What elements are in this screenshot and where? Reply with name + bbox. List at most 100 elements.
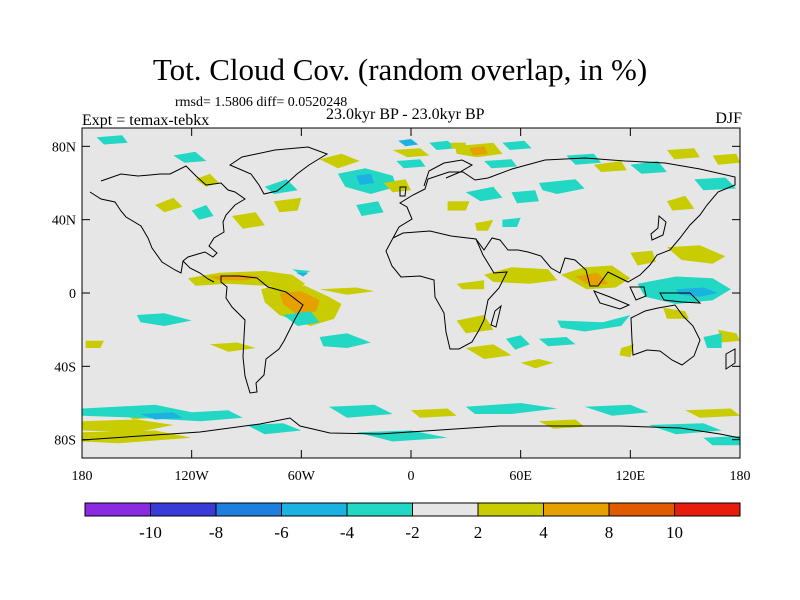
coastlines: [82, 146, 740, 441]
anomaly-region-60: [666, 148, 700, 160]
anomaly-region-8: [319, 333, 371, 348]
anomaly-region-17: [506, 335, 530, 350]
colorbar-label-6: 4: [539, 523, 548, 542]
anomaly-region-39: [356, 201, 384, 216]
anomaly-region-30: [155, 197, 183, 213]
anomaly-region-48: [469, 146, 488, 156]
x-tick-label-5: 120E: [616, 469, 646, 484]
colorbar-box-4: [346, 502, 413, 517]
anomaly-region-77: [584, 404, 649, 416]
anomaly-region-16: [465, 344, 512, 359]
anomaly-region-55: [566, 153, 602, 165]
y-tick-label-2: 0: [69, 287, 76, 302]
colorbar-box-2: [215, 502, 282, 517]
anomaly-region-69: [82, 419, 174, 433]
colorbar-label-5: 2: [474, 523, 483, 542]
colorbar-box-3: [281, 502, 348, 517]
coastline-indonesia: [592, 286, 702, 310]
anomaly-region-72: [328, 404, 393, 418]
y-axis: 80N 40N 0 40S 80S: [52, 140, 740, 449]
anomaly-fills: [82, 135, 740, 446]
anomaly-region-5: [209, 342, 256, 352]
x-axis: 180 120W 60W 0 60E 120E 180: [72, 128, 751, 484]
colorbar-box-8: [608, 502, 675, 517]
x-tick-label-3: 0: [408, 469, 415, 484]
anomaly-region-7: [283, 311, 320, 326]
anomaly-region-10: [295, 272, 309, 277]
colorbar-box-6: [477, 502, 544, 517]
anomaly-region-52: [447, 201, 470, 211]
y-tick-label-0: 80N: [52, 140, 76, 155]
anomaly-region-19: [538, 337, 576, 347]
anomaly-region-51: [465, 186, 503, 202]
anomaly-region-42: [396, 159, 426, 169]
coastline-asia: [475, 157, 736, 287]
colorbar-label-0: -10: [139, 523, 162, 542]
coastline-british-isles: [399, 186, 407, 197]
anomaly-region-29: [619, 344, 634, 358]
colorbar-label-4: -2: [405, 523, 419, 542]
colorbar-label-1: -8: [209, 523, 223, 542]
anomaly-region-49: [502, 140, 532, 150]
anomaly-region-44: [429, 140, 457, 150]
coastline-europe: [392, 171, 489, 239]
anomaly-region-54: [538, 179, 585, 194]
anomaly-region-70: [82, 430, 192, 444]
x-tick-label-4: 60E: [509, 469, 532, 484]
x-tick-label-6: 180: [730, 469, 751, 484]
anomaly-region-56: [475, 219, 494, 231]
anomaly-region-59: [630, 161, 667, 174]
anomaly-region-58: [593, 161, 627, 172]
anomaly-region-71: [246, 423, 302, 435]
coastline-madagascar: [490, 304, 502, 328]
x-tick-label-1: 120W: [175, 469, 210, 484]
anomaly-region-40: [383, 179, 411, 193]
plot-background: [82, 128, 740, 458]
anomaly-region-68: [140, 412, 183, 420]
anomaly-region-53: [511, 190, 539, 204]
coastline-africa: [385, 230, 508, 350]
colorbar-label-3: -4: [340, 523, 355, 542]
anomaly-region-57: [502, 217, 521, 227]
anomaly-region-36: [319, 153, 360, 169]
anomaly-region-38: [356, 173, 375, 185]
colorbar-label-8: 10: [666, 523, 683, 542]
anomaly-region-63: [712, 153, 740, 165]
anomaly-region-12: [484, 267, 558, 284]
colorbar-box-5: [412, 502, 479, 517]
chart-title: Tot. Cloud Cov. (random overlap, in %): [152, 52, 648, 87]
anomaly-region-35: [264, 179, 298, 194]
y-tick-label-3: 40S: [54, 360, 76, 375]
coastline-central-america: [182, 260, 215, 283]
anomaly-region-80: [703, 436, 740, 446]
colorbar-box-7: [543, 502, 610, 517]
anomaly-region-32: [191, 205, 214, 220]
anomaly-region-62: [666, 195, 695, 211]
period-label: 23.0kyr BP - 23.0kyr BP: [326, 106, 485, 123]
colorbar-box-1: [150, 502, 217, 517]
coastline-south-america: [220, 275, 304, 394]
colorbar-label-2: -6: [274, 523, 288, 542]
anomaly-region-75: [465, 403, 558, 414]
coastline-north-america: [89, 165, 246, 274]
coastline-greenland: [228, 146, 329, 195]
anomaly-region-73: [411, 408, 457, 418]
colorbar-box-9: [674, 502, 741, 517]
anomaly-region-11: [85, 340, 104, 348]
colorbar: -10 -8 -6 -4 -2 2 4 8 10: [84, 502, 741, 542]
anomaly-region-22: [630, 250, 656, 266]
anomaly-region-33: [231, 212, 265, 229]
anomaly-region-65: [96, 135, 128, 145]
anomaly-region-64: [173, 151, 207, 163]
anomaly-region-9: [292, 269, 311, 275]
season-label: DJF: [715, 110, 742, 127]
colorbar-label-7: 8: [605, 523, 614, 542]
anomaly-region-34: [273, 197, 302, 213]
y-tick-label-4: 80S: [54, 434, 76, 449]
anomaly-region-74: [356, 430, 448, 442]
y-tick-label-1: 40N: [52, 214, 76, 229]
anomaly-region-31: [195, 173, 220, 187]
anomaly-region-27: [703, 333, 722, 348]
anomaly-region-18: [557, 315, 631, 332]
coastline-antarctica: [82, 417, 740, 441]
